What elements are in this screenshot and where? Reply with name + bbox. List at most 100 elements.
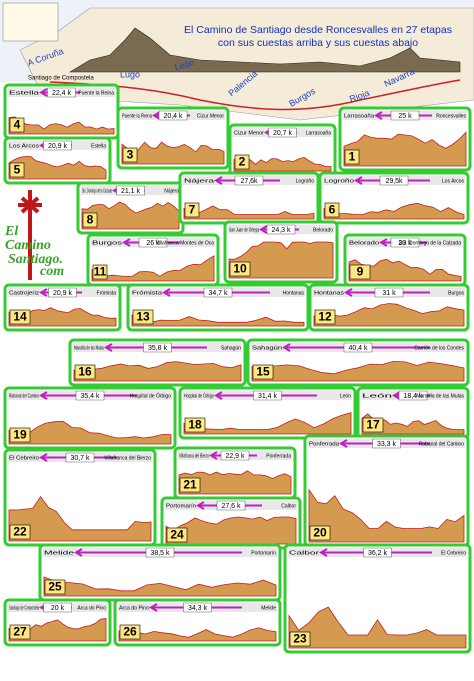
stage-start: El Cebreiro (441, 550, 466, 556)
stage-number-box (166, 527, 188, 543)
stage-number-box (9, 162, 25, 178)
stage-number-box (234, 154, 250, 170)
distance-box (220, 450, 250, 461)
stage-number: 13 (136, 310, 150, 324)
stage-start: Hontanas (283, 290, 305, 296)
stage-start: Mansilla de las Mulas (416, 393, 464, 399)
distance: 20 k (51, 605, 65, 612)
stage-number: 9 (357, 265, 364, 279)
distance-box (158, 110, 188, 121)
distance: 22,4 k (52, 90, 72, 97)
stage-number-box (179, 477, 201, 493)
stage-start: Nájera (164, 188, 179, 194)
stage-panel: 20 k Santiago de Compostela Arca do Pino 27 (3, 598, 112, 647)
stage-panel: 34,3 k Arca do Pino Melide 26 (113, 598, 282, 647)
stage-panel: 20,9 k Los Arcos Estella 5 (3, 136, 112, 185)
stage-end: Rabanal del Camino (9, 393, 39, 399)
stage-panel: 22,9 k Villafranca del Bierzo Ponferrada 21 (173, 446, 297, 500)
distance-box (266, 224, 296, 235)
stage-number-box (229, 261, 251, 277)
distance: 25 k (398, 113, 412, 120)
distance-box (116, 185, 145, 196)
stage-panel: 20,4 k Puente la Reina Cizur Menor 3 (116, 106, 230, 170)
stage-number-box (132, 309, 154, 325)
distance-box (75, 390, 105, 401)
stage-number-box (289, 631, 311, 647)
map-label: Santiago de Compostela (28, 76, 94, 82)
distance: 24,3 k (271, 227, 291, 234)
elevation-profile (308, 488, 465, 543)
stage-number: 22 (13, 525, 27, 539)
elevation-profile (91, 255, 215, 282)
stage-number-box (119, 624, 141, 640)
stage-number-box (252, 364, 274, 380)
distance-box (43, 602, 72, 613)
stage-end: El Cebreiro (9, 455, 39, 461)
stage-start: Ponferrada (266, 453, 291, 459)
distance: 27,6k (240, 178, 258, 185)
stage-number: 23 (293, 632, 307, 646)
stage-number: 17 (366, 418, 380, 432)
stage-panel: 38,5 k Melide Portomarín 25 (38, 543, 282, 602)
elevation-profile (81, 201, 180, 230)
logo-text: Camino (5, 238, 51, 253)
elevation-profile (8, 496, 152, 542)
stage-start: Rabanal del Camino (419, 441, 465, 447)
distance-box (48, 287, 77, 298)
distance: 38,5 k (150, 550, 170, 557)
elevation-profile (165, 516, 297, 545)
stage-panel: 40,4 k Sahagún Carrión de los Condes 15 (246, 338, 470, 387)
stage-number: 26 (123, 625, 137, 639)
stage-end: Portomarín (166, 503, 196, 509)
distance: 22,9 k (225, 453, 245, 460)
elevation-profile (323, 202, 465, 220)
distance: 20,7 k (273, 130, 293, 137)
stage-number: 27 (13, 625, 27, 639)
stage-number-box (344, 149, 360, 165)
distance-box (343, 342, 373, 353)
stage-start: Cizur Menor (197, 113, 225, 119)
elevation-profile (183, 412, 352, 435)
stage-end: Arca do Pino (119, 605, 149, 611)
stage-number-box (309, 525, 331, 541)
stage-end: Santiago de Compostela (9, 605, 39, 611)
stage-start: Puente la Reina (78, 90, 114, 96)
stage-end: Mansilla de las Mulas (74, 345, 104, 351)
distance: 29,5k (385, 178, 403, 185)
stage-start: Los Arcos (442, 178, 464, 184)
distance: 27,6 k (221, 503, 241, 510)
stage-number: 15 (256, 365, 270, 379)
stage-panel: 35,4 k Rabanal del Camino Hospital de Órbi… (3, 386, 177, 450)
elevation-profile (131, 314, 305, 327)
stage-panel: 22,4 k Estella Puente la Reina 4 (3, 83, 120, 140)
stage-end: Logroño (324, 178, 354, 184)
stage-end: Nájera (184, 178, 214, 184)
stage-start: Carrión de los Condes (414, 345, 464, 351)
elevation-profile (73, 361, 242, 382)
stage-number: 5 (14, 163, 21, 177)
title: El Camino de Santiago desde Roncesvalles… (184, 24, 452, 36)
overall-profile (68, 27, 461, 73)
distance: 31,4 k (258, 393, 278, 400)
distance: 21,1 k (121, 188, 141, 195)
stage-panel: 24,3 k San Juan de Ortega Belorado 10 (223, 220, 339, 284)
elevation-profile (178, 470, 292, 495)
distance-box (379, 175, 409, 186)
stage-start: Belorado (313, 227, 333, 233)
distance-box (203, 287, 233, 298)
stage-number: 21 (183, 478, 197, 492)
distance-box (138, 237, 168, 248)
stage-number-box (184, 417, 206, 433)
stage-number-box (82, 212, 98, 228)
stage-end: Los Arcos (9, 143, 40, 149)
distance-box (390, 110, 420, 121)
stage-panel: 29,5k Logroño Los Arcos 6 (318, 171, 470, 225)
distance-box (65, 452, 95, 463)
stage-number: 2 (239, 155, 246, 169)
distance: 34,3 k (188, 605, 208, 612)
stage-panel: 31,4 k Hospital de Órbigo León 18 (178, 386, 357, 440)
elevation-profile (343, 131, 467, 167)
stage-start: Sto. Domingo de la Calzada (399, 240, 461, 246)
